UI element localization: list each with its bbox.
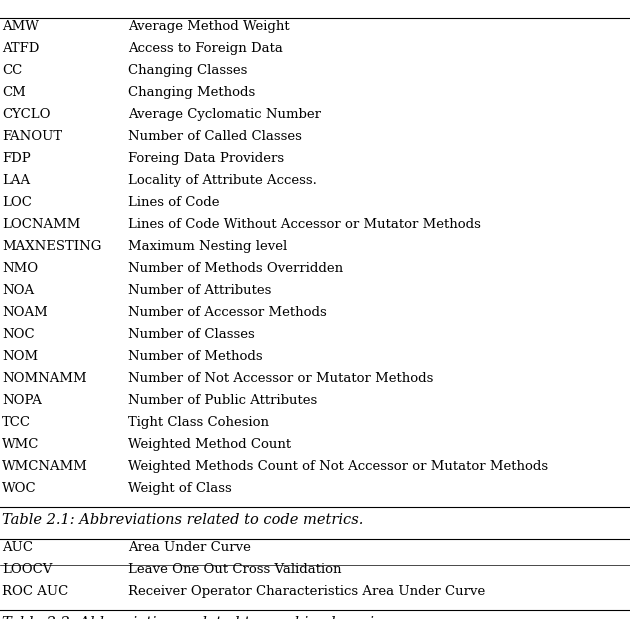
Text: Access to Foreign Data: Access to Foreign Data <box>128 42 283 55</box>
Text: ROC AUC: ROC AUC <box>2 585 68 598</box>
Text: Number of Public Attributes: Number of Public Attributes <box>128 394 318 407</box>
Text: CM: CM <box>2 86 26 99</box>
Text: NOM: NOM <box>2 350 38 363</box>
Text: Number of Methods: Number of Methods <box>128 350 263 363</box>
Text: Weighted Method Count: Weighted Method Count <box>128 438 291 451</box>
Text: Weight of Class: Weight of Class <box>128 482 232 495</box>
Text: Lines of Code: Lines of Code <box>128 196 219 209</box>
Text: NMO: NMO <box>2 262 38 275</box>
Text: AMW: AMW <box>2 20 39 33</box>
Text: Number of Attributes: Number of Attributes <box>128 284 272 297</box>
Text: Number of Called Classes: Number of Called Classes <box>128 130 302 143</box>
Text: CC: CC <box>2 64 22 77</box>
Text: LOC: LOC <box>2 196 32 209</box>
Text: Weighted Methods Count of Not Accessor or Mutator Methods: Weighted Methods Count of Not Accessor o… <box>128 460 548 473</box>
Text: NOPA: NOPA <box>2 394 42 407</box>
Text: NOC: NOC <box>2 328 35 341</box>
Text: WMC: WMC <box>2 438 39 451</box>
Text: TCC: TCC <box>2 416 31 429</box>
Text: MAXNESTING: MAXNESTING <box>2 240 101 253</box>
Text: Tight Class Cohesion: Tight Class Cohesion <box>128 416 269 429</box>
Text: ATFD: ATFD <box>2 42 39 55</box>
Text: AUC: AUC <box>2 541 33 554</box>
Text: Leave One Out Cross Validation: Leave One Out Cross Validation <box>128 563 341 576</box>
Text: Number of Accessor Methods: Number of Accessor Methods <box>128 306 327 319</box>
Text: Receiver Operator Characteristics Area Under Curve: Receiver Operator Characteristics Area U… <box>128 585 485 598</box>
Text: FDP: FDP <box>2 152 31 165</box>
Text: WOC: WOC <box>2 482 37 495</box>
Text: Number of Methods Overridden: Number of Methods Overridden <box>128 262 343 275</box>
Text: FANOUT: FANOUT <box>2 130 62 143</box>
Text: Average Cyclomatic Number: Average Cyclomatic Number <box>128 108 321 121</box>
Text: NOMNAMM: NOMNAMM <box>2 372 87 385</box>
Text: Maximum Nesting level: Maximum Nesting level <box>128 240 287 253</box>
Text: Table 2.2: Abbreviations related to machine learning.: Table 2.2: Abbreviations related to mach… <box>2 616 398 619</box>
Text: LAA: LAA <box>2 174 30 187</box>
Text: Average Method Weight: Average Method Weight <box>128 20 290 33</box>
Text: Locality of Attribute Access.: Locality of Attribute Access. <box>128 174 317 187</box>
Text: LOOCV: LOOCV <box>2 563 52 576</box>
Text: CYCLO: CYCLO <box>2 108 50 121</box>
Text: Table 2.1: Abbreviations related to code metrics.: Table 2.1: Abbreviations related to code… <box>2 513 364 527</box>
Text: Area Under Curve: Area Under Curve <box>128 541 251 554</box>
Text: NOAM: NOAM <box>2 306 48 319</box>
Text: Changing Classes: Changing Classes <box>128 64 248 77</box>
Text: Number of Classes: Number of Classes <box>128 328 255 341</box>
Text: Lines of Code Without Accessor or Mutator Methods: Lines of Code Without Accessor or Mutato… <box>128 218 481 231</box>
Text: Changing Methods: Changing Methods <box>128 86 255 99</box>
Text: Foreing Data Providers: Foreing Data Providers <box>128 152 284 165</box>
Text: LOCNAMM: LOCNAMM <box>2 218 81 231</box>
Text: NOA: NOA <box>2 284 34 297</box>
Text: WMCNAMM: WMCNAMM <box>2 460 88 473</box>
Text: Number of Not Accessor or Mutator Methods: Number of Not Accessor or Mutator Method… <box>128 372 433 385</box>
